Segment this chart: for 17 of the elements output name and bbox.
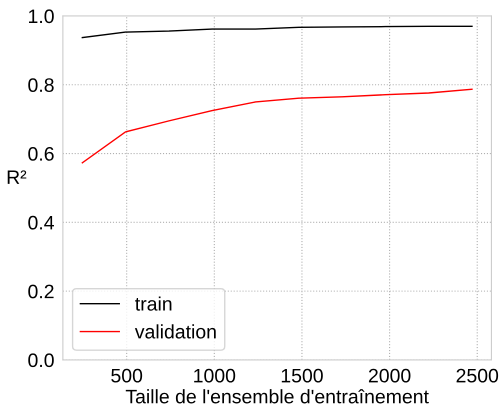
line-series xyxy=(82,88,473,164)
x-tick-label: 500 xyxy=(111,368,142,383)
y-tick-label: 1.0 xyxy=(28,9,54,24)
line-series xyxy=(82,26,473,38)
y-tick-label: 0.8 xyxy=(28,78,54,92)
x-tick-label: 1000 xyxy=(194,368,236,383)
legend-label: validation xyxy=(134,324,216,339)
y-tick-label: 0.4 xyxy=(28,216,54,230)
y-axis-title: R² xyxy=(8,170,26,184)
x-axis-title: Taille de l'ensemble d'entraînement xyxy=(126,389,429,404)
legend-label: train xyxy=(135,296,172,311)
x-tick-label: 1500 xyxy=(282,368,323,383)
y-tick-label: 0.2 xyxy=(28,284,54,298)
x-tick-label: 2500 xyxy=(456,368,498,383)
y-tick-label: 0.0 xyxy=(28,353,54,368)
y-tick-label: 0.6 xyxy=(28,147,54,161)
x-tick-label: 2000 xyxy=(368,368,410,383)
